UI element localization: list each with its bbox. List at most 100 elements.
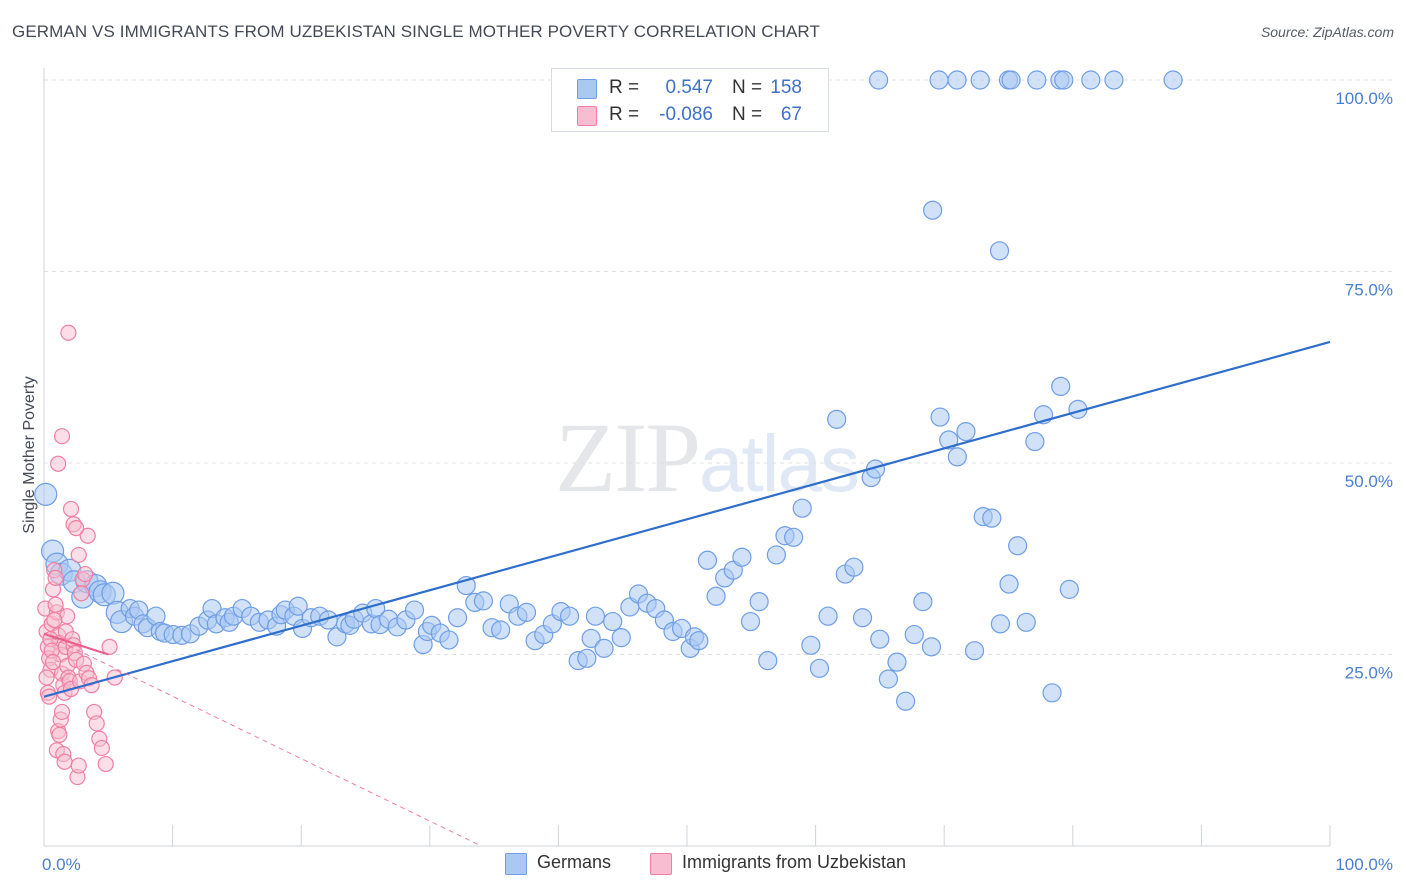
germans-point (989, 241, 1010, 261)
germans-point (896, 691, 916, 711)
y-tick-label: 75.0% (1345, 281, 1393, 300)
germans-point (1001, 70, 1021, 90)
legend-r-value: 0.547 (665, 77, 713, 98)
uzbek-point (77, 565, 94, 583)
legend-swatch-pink (650, 853, 672, 875)
uzbek-points (37, 324, 123, 786)
uzbek-point (62, 500, 80, 518)
germans-point (1054, 70, 1074, 90)
uzbek-trend-extension (43, 633, 482, 847)
germans-point (1163, 70, 1183, 90)
uzbek-point (46, 611, 63, 629)
germans-trend-line (43, 340, 1331, 698)
germans-point (913, 592, 933, 612)
germans-point (964, 641, 985, 661)
germans-point (516, 602, 537, 622)
uzbek-point (73, 585, 90, 602)
germans-point (801, 635, 821, 655)
germans-point (732, 547, 752, 567)
uzbek-point (70, 757, 87, 774)
germans-point (844, 557, 864, 577)
germans-point (990, 614, 1010, 634)
trend-lines (43, 340, 1331, 847)
uzbek-point (44, 654, 62, 671)
uzbek-point (53, 428, 71, 445)
uzbek-point (51, 726, 68, 744)
uzbek-point (41, 688, 58, 705)
germans-point (929, 70, 949, 90)
legend-r-label: R = (609, 104, 640, 125)
germans-point (1027, 70, 1047, 90)
germans-point (473, 591, 494, 611)
legend-swatch-blue (577, 79, 597, 99)
legend-swatch-blue (505, 853, 527, 875)
germans-point (439, 630, 459, 650)
germans-point (101, 581, 125, 605)
uzbek-point (88, 715, 105, 732)
uzbek-point (101, 638, 118, 655)
germans-point (999, 574, 1019, 594)
germans-point (749, 592, 769, 612)
uzbek-point (70, 546, 87, 564)
x-tick-label: 100.0% (1335, 855, 1393, 874)
germans-point (982, 508, 1002, 528)
germans-point (947, 70, 967, 90)
germans-point (939, 430, 959, 450)
germans-point (1025, 431, 1045, 452)
watermark: ZIPatlas (555, 400, 860, 515)
legend-n-value: 158 (770, 77, 802, 98)
germans-point (970, 70, 990, 90)
y-tick-label: 50.0% (1345, 472, 1393, 491)
uzbek-point (50, 455, 67, 472)
germans-points (34, 70, 1183, 711)
germans-point (1059, 579, 1079, 599)
tick-labels: 25.0% 50.0% 75.0% 100.0% 0.0% 100.0% (42, 89, 1393, 874)
uzbek-point (60, 324, 77, 341)
germans-point (921, 637, 942, 657)
legend-n-label: N = (732, 104, 763, 125)
germans-point (491, 620, 511, 640)
legend-label-germans: Germans (537, 852, 612, 872)
germans-point (559, 606, 580, 626)
legend-label-uzbek: Immigrants from Uzbekistan (682, 852, 907, 872)
germans-point (594, 638, 614, 658)
germans-point (404, 600, 425, 620)
germans-point (930, 407, 950, 427)
watermark-zip: ZIP (555, 402, 701, 513)
legend-swatch-pink (577, 106, 597, 126)
germans-point (878, 669, 898, 689)
y-tick-label: 100.0% (1335, 89, 1393, 108)
germans-point (766, 545, 786, 565)
germans-point (689, 631, 709, 651)
germans-point (1016, 612, 1036, 632)
uzbek-point (97, 755, 114, 773)
germans-point (827, 409, 847, 429)
gridlines (44, 79, 1395, 655)
germans-point (887, 652, 907, 672)
germans-point (1081, 70, 1101, 90)
germans-point (869, 70, 889, 90)
germans-point (697, 550, 718, 570)
uzbek-point (79, 527, 96, 544)
uzbek-point (47, 569, 64, 587)
germans-point (611, 628, 631, 648)
germans-point (740, 611, 761, 632)
uzbek-point (68, 520, 85, 537)
germans-point (809, 658, 830, 678)
axes (43, 68, 1331, 847)
germans-point (784, 527, 804, 547)
legend-row-germans: R = 0.547 N = 158 (552, 75, 828, 101)
chart-title: GERMAN VS IMMIGRANTS FROM UZBEKISTAN SIN… (12, 22, 820, 41)
germans-point (1051, 376, 1071, 396)
germans-point (904, 624, 924, 645)
uzbek-point (93, 739, 110, 757)
legend-r-label: R = (609, 77, 640, 98)
x-tick-label: 0.0% (42, 855, 81, 874)
germans-point (706, 586, 726, 606)
germans-point (577, 648, 597, 668)
germans-point (792, 498, 812, 518)
uzbek-point (38, 669, 55, 686)
legend-r-value: -0.086 (659, 104, 713, 125)
germans-point (603, 611, 623, 632)
